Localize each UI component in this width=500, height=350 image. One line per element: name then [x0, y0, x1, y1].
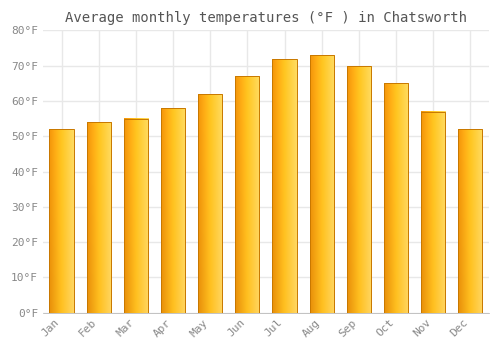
- Bar: [458, 129, 482, 313]
- Bar: [310, 55, 334, 313]
- Bar: [236, 76, 260, 313]
- Bar: [124, 119, 148, 313]
- Bar: [384, 83, 408, 313]
- Bar: [421, 112, 445, 313]
- Bar: [272, 59, 296, 313]
- Bar: [198, 94, 222, 313]
- Bar: [347, 66, 371, 313]
- Bar: [161, 108, 185, 313]
- Bar: [86, 122, 111, 313]
- Title: Average monthly temperatures (°F ) in Chatsworth: Average monthly temperatures (°F ) in Ch…: [65, 11, 467, 25]
- Bar: [50, 129, 74, 313]
